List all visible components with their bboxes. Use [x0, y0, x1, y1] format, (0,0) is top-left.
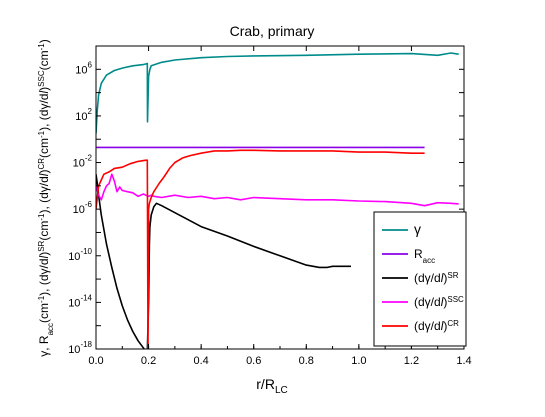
legend-label-sup: CR	[447, 319, 459, 328]
y-tick-base: 10	[75, 64, 87, 76]
y-tick-label: 10-14	[68, 293, 92, 309]
legend-label-italic: l	[441, 319, 444, 333]
y-tick-exp: -2	[85, 154, 93, 163]
y-axis-title-part: (cm	[37, 50, 51, 70]
y-axis-title-part: l	[37, 173, 51, 176]
y-axis-title-part: (cm	[37, 221, 51, 241]
y-tick-exp: 2	[88, 107, 93, 116]
x-axis-title: r/RLC	[256, 376, 287, 396]
y-axis-title-part: -1	[37, 295, 46, 303]
y-tick-base: 10	[73, 158, 85, 170]
legend-label-italic: l	[441, 271, 444, 285]
y-tick-exp: -6	[85, 200, 93, 209]
legend-label-main: (dγ/d	[414, 319, 441, 333]
y-tick-base: 10	[75, 111, 87, 123]
x-tick-label: 0.0	[88, 355, 103, 367]
y-tick-base: 10	[68, 344, 80, 356]
y-tick-exp: -18	[80, 340, 92, 349]
series-line-4	[96, 149, 425, 349]
y-tick-base: 10	[68, 251, 80, 263]
y-tick-base: 10	[73, 204, 85, 216]
y-tick-label: 10-6	[73, 200, 93, 216]
y-tick-base: 10	[68, 297, 80, 309]
legend-label: (dγ/dl)SSC	[414, 295, 464, 310]
x-tick-label: 0.4	[193, 355, 208, 367]
y-tick-exp: 6	[88, 60, 93, 69]
legend-label: Racc	[414, 247, 435, 265]
legend-label-sup: SSC	[447, 295, 464, 304]
y-axis-title-part: ), (dγ/d	[37, 258, 51, 295]
y-tick-label: 106	[75, 60, 92, 76]
legend-label-main: (dγ/d	[414, 295, 441, 309]
y-axis-title-part: )	[37, 39, 51, 43]
legend-label-close: )	[443, 271, 447, 285]
y-axis-title-part: ), (dγ/d	[37, 176, 51, 213]
y-axis-title-part: l	[37, 91, 51, 94]
x-axis-title-main: r/R	[256, 376, 275, 392]
x-tick-label: 1.4	[456, 355, 471, 367]
x-tick-label: 1.2	[404, 355, 419, 367]
y-axis-title-part: -1	[37, 43, 46, 51]
y-axis-title-part: -1	[37, 213, 46, 221]
legend-label-close: )	[443, 319, 447, 333]
legend-label-sup: SR	[447, 271, 458, 280]
series-line-0	[96, 52, 459, 134]
y-axis-title-part: )	[37, 252, 51, 256]
y-axis-title-part: (cm	[37, 138, 51, 158]
legend-label-main: (dγ/d	[414, 271, 441, 285]
series-layer	[96, 52, 459, 349]
y-tick-exp: -14	[80, 293, 92, 302]
y-axis-title-part: (cm	[37, 303, 51, 323]
y-axis-title-part: SR	[37, 240, 46, 251]
x-tick-label: 1.0	[351, 355, 366, 367]
y-tick-label: 102	[75, 107, 92, 123]
y-axis-title-part: ), (dγ/d	[37, 94, 51, 131]
y-axis-title-part: SSC	[37, 70, 46, 87]
legend-label-italic: l	[441, 295, 444, 309]
y-axis-title-part: )	[37, 87, 51, 91]
legend-label-sub: acc	[423, 256, 435, 265]
y-axis-title-part: CR	[37, 158, 46, 170]
legend-label-main: R	[414, 247, 423, 261]
y-axis-title-part: l	[37, 255, 51, 258]
x-tick-label: 0.6	[246, 355, 261, 367]
x-axis-title-sub: LC	[275, 385, 288, 396]
legend-label: (dγ/dl)SR	[414, 271, 459, 286]
y-axis-title-part: )	[37, 170, 51, 174]
y-axis-title-part: -1	[37, 130, 46, 138]
x-tick-label: 0.8	[299, 355, 314, 367]
legend-label-main: γ	[414, 221, 421, 237]
y-tick-label: 10-10	[68, 247, 92, 263]
x-tick-label: 0.2	[141, 355, 156, 367]
y-tick-exp: -10	[80, 247, 92, 256]
chart-title: Crab, primary	[230, 23, 315, 39]
y-axis-title-part: γ, R	[37, 335, 51, 357]
x-axis: 0.0 0.2 0.4 0.6 0.8 1.0 1.2 1.4	[88, 46, 472, 367]
series-line-3	[96, 173, 459, 207]
legend-label-close: )	[443, 295, 447, 309]
y-axis-title-part: acc	[46, 323, 55, 335]
legend-label: γ	[414, 221, 421, 237]
y-axis-title: γ, Racc(cm-1), (dγ/dl)SR(cm-1), (dγ/dl)C…	[37, 39, 55, 356]
legend-box	[373, 211, 467, 347]
y-tick-label: 10-18	[68, 340, 92, 356]
legend-label: (dγ/dl)CR	[414, 319, 459, 334]
series-line-2	[96, 174, 351, 349]
y-tick-label: 10-2	[73, 154, 93, 170]
